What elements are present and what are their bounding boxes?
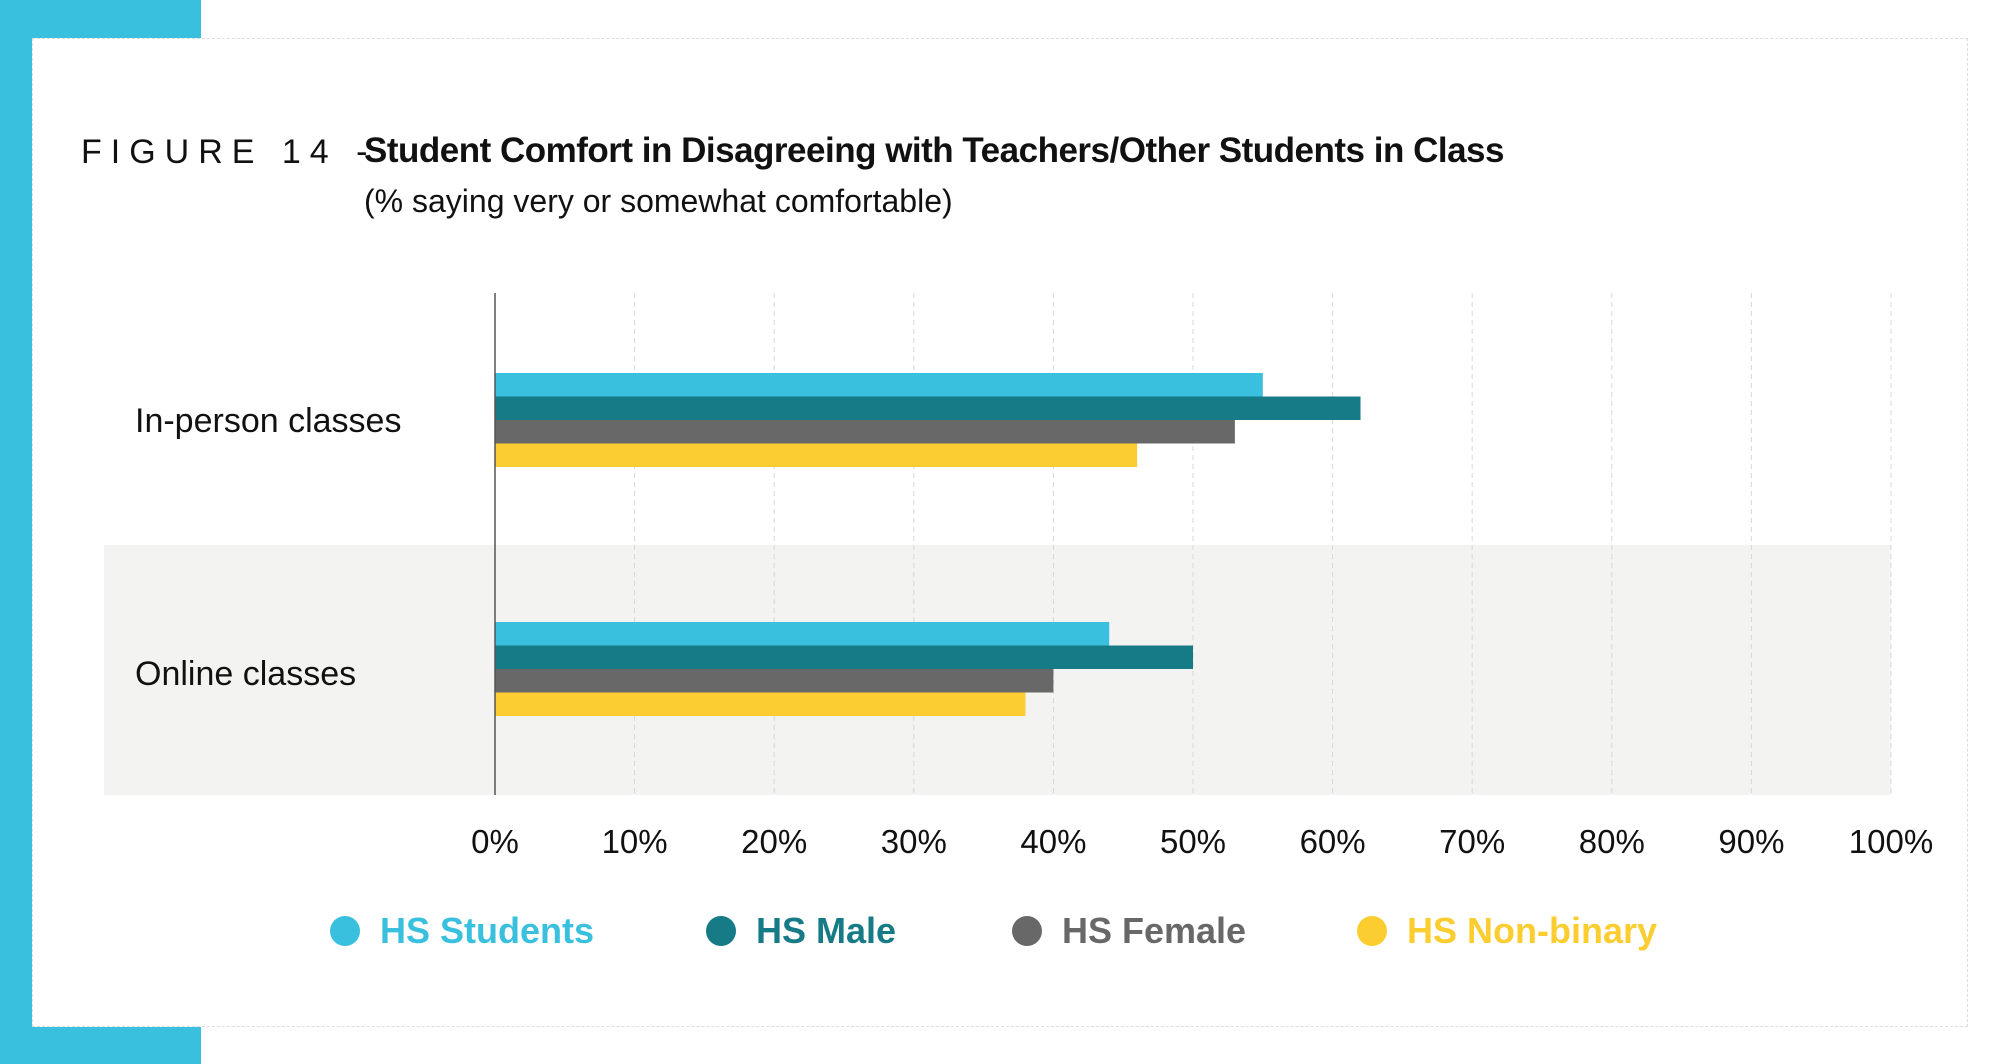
- bar-hs-non-binary: [495, 443, 1138, 467]
- bar-hs-male: [495, 645, 1193, 669]
- x-tick-label: 60%: [1300, 823, 1366, 860]
- x-tick-label: 0%: [471, 823, 519, 860]
- legend-dot-icon: [706, 916, 736, 946]
- accent-strip-top: [0, 0, 201, 38]
- legend-label: HS Male: [756, 910, 897, 951]
- chart-title: Student Comfort in Disagreeing with Teac…: [364, 131, 1504, 170]
- bar-hs-students: [495, 373, 1263, 397]
- legend-label: HS Non-binary: [1407, 910, 1658, 951]
- accent-strip-left: [0, 0, 32, 1064]
- legend-dot-icon: [330, 916, 360, 946]
- legend-label: HS Female: [1062, 910, 1247, 951]
- legend-dot-icon: [1357, 916, 1387, 946]
- x-tick-label: 80%: [1579, 823, 1645, 860]
- bar-hs-students: [495, 622, 1110, 646]
- bar-hs-male: [495, 396, 1361, 420]
- x-tick-label: 50%: [1160, 823, 1226, 860]
- figure-card: [32, 38, 1968, 1027]
- bar-hs-female: [495, 420, 1235, 444]
- category-label: In-person classes: [135, 402, 401, 440]
- legend-dot-icon: [1012, 916, 1042, 946]
- legend-item: HS Students: [330, 910, 594, 952]
- x-tick-label: 90%: [1718, 823, 1784, 860]
- figure-label: FIGURE 14 -: [81, 133, 377, 171]
- bar-hs-female: [495, 669, 1054, 693]
- bar-hs-non-binary: [495, 692, 1026, 716]
- legend-label: HS Students: [380, 910, 595, 951]
- x-tick-label: 70%: [1439, 823, 1505, 860]
- category-label: Online classes: [135, 655, 356, 693]
- legend-item: HS Female: [1012, 910, 1246, 952]
- accent-strip-bottom: [0, 1027, 201, 1064]
- x-tick-label: 20%: [741, 823, 807, 860]
- x-tick-label: 30%: [881, 823, 947, 860]
- x-tick-label: 10%: [602, 823, 668, 860]
- legend-item: HS Non-binary: [1357, 910, 1657, 952]
- legend-item: HS Male: [706, 910, 896, 952]
- x-tick-label: 40%: [1020, 823, 1086, 860]
- chart-subtitle: (% saying very or somewhat comfortable): [364, 183, 953, 219]
- x-tick-label: 100%: [1849, 823, 1933, 860]
